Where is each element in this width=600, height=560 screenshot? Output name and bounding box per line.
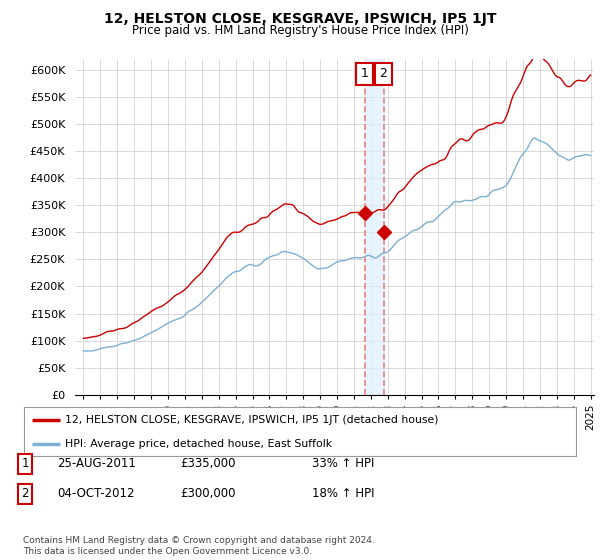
Text: 12, HELSTON CLOSE, KESGRAVE, IPSWICH, IP5 1JT: 12, HELSTON CLOSE, KESGRAVE, IPSWICH, IP… [104, 12, 496, 26]
Text: HPI: Average price, detached house, East Suffolk: HPI: Average price, detached house, East… [65, 439, 332, 449]
Bar [365, 59, 383, 395]
Text: 2: 2 [22, 487, 29, 501]
Text: Contains HM Land Registry data © Crown copyright and database right 2024.
This d: Contains HM Land Registry data © Crown c… [23, 536, 374, 556]
Text: 2: 2 [380, 67, 388, 81]
Text: 25-AUG-2011: 25-AUG-2011 [57, 457, 136, 470]
Text: 04-OCT-2012: 04-OCT-2012 [57, 487, 134, 501]
Text: £300,000: £300,000 [180, 487, 235, 501]
Text: £335,000: £335,000 [180, 457, 235, 470]
Text: 12, HELSTON CLOSE, KESGRAVE, IPSWICH, IP5 1JT (detached house): 12, HELSTON CLOSE, KESGRAVE, IPSWICH, IP… [65, 416, 439, 426]
Text: 1: 1 [22, 457, 29, 470]
Text: 18% ↑ HPI: 18% ↑ HPI [312, 487, 374, 501]
Text: Price paid vs. HM Land Registry's House Price Index (HPI): Price paid vs. HM Land Registry's House … [131, 24, 469, 36]
Text: 33% ↑ HPI: 33% ↑ HPI [312, 457, 374, 470]
Text: 1: 1 [361, 67, 368, 81]
